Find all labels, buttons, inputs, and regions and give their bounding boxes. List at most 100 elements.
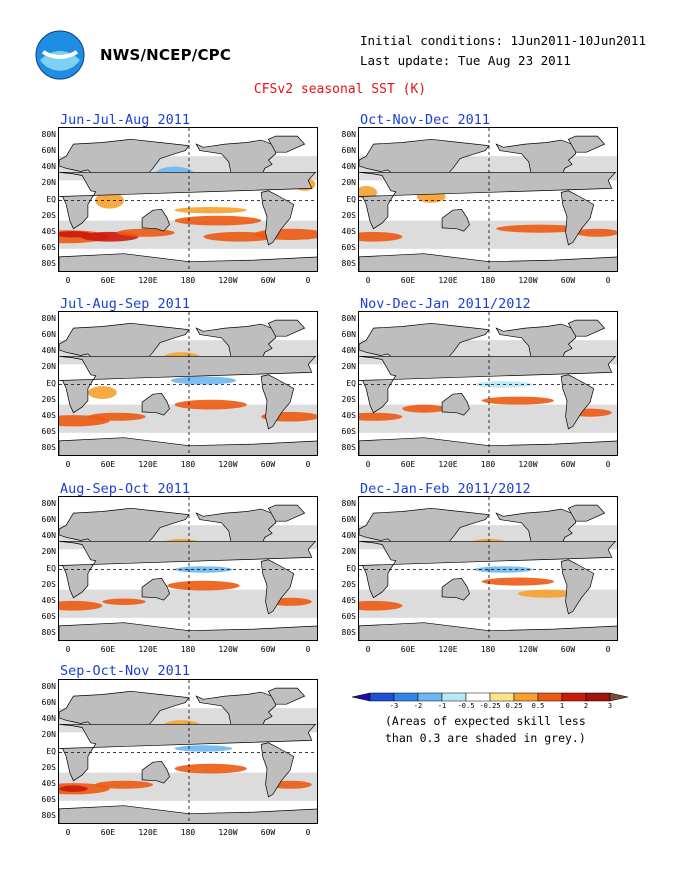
lat-tick-label: 60S bbox=[41, 242, 56, 252]
panel-title-ndj: Nov-Dec-Jan 2011/2012 bbox=[360, 296, 531, 312]
lat-tick-label: 60N bbox=[41, 698, 56, 708]
lon-tick-label: 180 bbox=[180, 276, 196, 285]
lon-tick-label: 0 bbox=[65, 276, 71, 285]
lat-tick-label: 40N bbox=[41, 346, 56, 356]
colorbar-box bbox=[537, 692, 563, 702]
land-antarctica bbox=[59, 253, 317, 271]
lon-tick-label: 120E bbox=[438, 460, 458, 469]
land-antarctica bbox=[59, 437, 317, 455]
land-greenland bbox=[267, 135, 306, 153]
lat-tick-label: 20S bbox=[41, 579, 56, 589]
agency-name: NWS/NCEP/CPC bbox=[100, 46, 232, 64]
lon-tick-label: 120W bbox=[518, 460, 538, 469]
lon-tick-label: 60E bbox=[100, 645, 116, 654]
sst-anomaly-patch bbox=[174, 399, 247, 410]
lat-tick-label: 40N bbox=[41, 162, 56, 172]
lat-tick-label: 40N bbox=[341, 162, 356, 172]
lat-tick-label: 60S bbox=[341, 611, 356, 621]
sst-anomaly-patch bbox=[116, 228, 175, 237]
lat-tick-label: 60N bbox=[341, 330, 356, 340]
land-greenland bbox=[267, 504, 306, 522]
lat-tick-label: 60N bbox=[341, 515, 356, 525]
lat-tick-label: 20S bbox=[41, 210, 56, 220]
land-africa bbox=[359, 171, 617, 230]
lat-tick-label: 80S bbox=[41, 810, 56, 820]
sst-anomaly-patch bbox=[167, 580, 240, 591]
lat-tick-label: 40S bbox=[341, 595, 356, 605]
lat-tick-label: 60N bbox=[341, 146, 356, 156]
lat-tick-label: 40N bbox=[341, 346, 356, 356]
lat-tick-label: 60S bbox=[341, 242, 356, 252]
colorbar-tick-label: -2 bbox=[413, 702, 423, 710]
sst-anomaly-patch bbox=[359, 231, 403, 242]
lat-tick-label: EQ bbox=[46, 563, 56, 573]
sst-map-jja bbox=[58, 127, 318, 272]
sst-anomaly-patch bbox=[359, 600, 403, 611]
lon-tick-label: 120W bbox=[218, 276, 238, 285]
lat-tick-label: 40S bbox=[41, 410, 56, 420]
lat-tick-label: 80S bbox=[41, 442, 56, 452]
lon-tick-label: 120W bbox=[218, 460, 238, 469]
lon-tick-label: 120E bbox=[138, 645, 158, 654]
noaa-logo-icon bbox=[35, 30, 85, 80]
colorbar-box bbox=[465, 692, 491, 702]
lat-tick-label: 20N bbox=[41, 362, 56, 372]
land-australia bbox=[441, 209, 470, 232]
lat-tick-label: EQ bbox=[346, 378, 356, 388]
sst-anomaly-patch bbox=[517, 589, 576, 598]
lon-tick-label: 0 bbox=[305, 276, 311, 285]
lon-tick-label: 60W bbox=[560, 645, 576, 654]
colorbar-tick-label: 2 bbox=[583, 702, 589, 710]
land-greenland bbox=[267, 319, 306, 337]
colorbar-box bbox=[417, 692, 443, 702]
lat-tick-label: 40S bbox=[41, 778, 56, 788]
colorbar-tick-label: -0.5 bbox=[457, 702, 475, 710]
lon-tick-label: 60W bbox=[260, 276, 276, 285]
lat-tick-label: EQ bbox=[346, 194, 356, 204]
sst-anomaly-patch bbox=[102, 598, 146, 605]
panel-title-jja: Jun-Jul-Aug 2011 bbox=[60, 112, 191, 128]
lon-tick-label: 180 bbox=[180, 645, 196, 654]
lon-tick-label: 60W bbox=[260, 645, 276, 654]
land-south-america bbox=[560, 559, 595, 615]
lat-tick-label: 60N bbox=[41, 330, 56, 340]
lon-tick-label: 180 bbox=[180, 828, 196, 837]
lon-tick-label: 120E bbox=[138, 460, 158, 469]
sst-anomaly-patch bbox=[174, 215, 262, 226]
land-south-america bbox=[260, 190, 295, 246]
lat-tick-label: 80S bbox=[341, 627, 356, 637]
sst-map-djf bbox=[358, 496, 618, 641]
land-africa bbox=[59, 723, 317, 782]
sst-map-aso bbox=[58, 496, 318, 641]
colorbar-box bbox=[489, 692, 515, 702]
land-australia bbox=[141, 393, 170, 416]
lat-tick-label: 80S bbox=[341, 442, 356, 452]
panel-title-djf: Dec-Jan-Feb 2011/2012 bbox=[360, 481, 531, 497]
panel-title-aso: Aug-Sep-Oct 2011 bbox=[60, 481, 191, 497]
land-south-america bbox=[260, 559, 295, 615]
land-australia bbox=[141, 578, 170, 601]
lat-tick-label: EQ bbox=[46, 378, 56, 388]
colorbar-arrow-low bbox=[351, 692, 371, 702]
lon-tick-label: 0 bbox=[65, 460, 71, 469]
lat-tick-label: 20S bbox=[341, 394, 356, 404]
sst-anomaly-patch bbox=[59, 785, 88, 792]
lon-tick-label: 0 bbox=[365, 645, 371, 654]
land-africa bbox=[359, 355, 617, 414]
lat-tick-label: 60S bbox=[41, 611, 56, 621]
colorbar-tick-label: -0.25 bbox=[479, 702, 501, 710]
land-greenland bbox=[567, 319, 606, 337]
lon-tick-label: 180 bbox=[480, 276, 496, 285]
lat-tick-label: 80N bbox=[341, 499, 356, 509]
lon-tick-label: 120W bbox=[518, 276, 538, 285]
land-africa bbox=[59, 171, 317, 230]
colorbar-tick-label: 3 bbox=[607, 702, 613, 710]
sst-anomaly-patch bbox=[95, 780, 153, 789]
lon-tick-label: 0 bbox=[365, 460, 371, 469]
lon-tick-label: 0 bbox=[305, 645, 311, 654]
land-africa bbox=[59, 540, 317, 599]
land-australia bbox=[441, 393, 470, 416]
land-australia bbox=[441, 578, 470, 601]
lat-tick-label: 20S bbox=[41, 762, 56, 772]
lat-tick-label: 80S bbox=[41, 627, 56, 637]
